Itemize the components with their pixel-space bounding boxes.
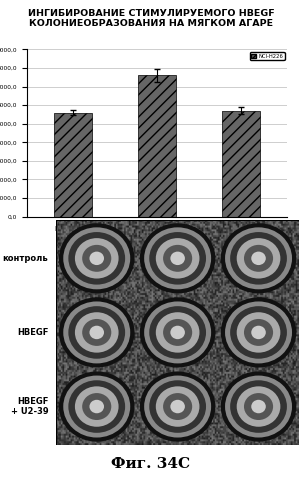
Ellipse shape <box>230 306 287 359</box>
Ellipse shape <box>163 319 192 346</box>
Ellipse shape <box>68 306 125 359</box>
Ellipse shape <box>60 299 133 366</box>
Ellipse shape <box>141 373 214 440</box>
Ellipse shape <box>82 245 111 272</box>
Ellipse shape <box>251 326 266 339</box>
Ellipse shape <box>75 312 119 353</box>
Ellipse shape <box>244 319 273 346</box>
Ellipse shape <box>68 232 125 284</box>
Ellipse shape <box>82 319 111 346</box>
Ellipse shape <box>244 393 273 420</box>
Ellipse shape <box>89 251 104 265</box>
Ellipse shape <box>237 386 280 427</box>
Ellipse shape <box>144 376 211 438</box>
Ellipse shape <box>163 245 192 272</box>
Text: Фиг. 34С: Фиг. 34С <box>111 458 191 472</box>
Ellipse shape <box>60 373 133 440</box>
Ellipse shape <box>75 386 119 427</box>
Ellipse shape <box>170 326 185 339</box>
Ellipse shape <box>230 232 287 284</box>
Ellipse shape <box>68 380 125 433</box>
Ellipse shape <box>63 228 130 289</box>
Ellipse shape <box>156 238 200 278</box>
Ellipse shape <box>170 251 185 265</box>
Ellipse shape <box>222 225 295 292</box>
Ellipse shape <box>149 380 206 433</box>
Ellipse shape <box>163 393 192 420</box>
Ellipse shape <box>89 400 104 413</box>
Ellipse shape <box>225 228 292 289</box>
Ellipse shape <box>244 245 273 272</box>
Text: NCI-H226: NCI-H226 <box>125 49 177 59</box>
Ellipse shape <box>75 238 119 278</box>
Text: ИНГИБИРОВАНИЕ СТИМУЛИРУЕМОГО HBEGF
КОЛОНИЕОБРАЗОВАНИЯ НА МЯГКОМ АГАРЕ: ИНГИБИРОВАНИЕ СТИМУЛИРУЕМОГО HBEGF КОЛОН… <box>27 9 275 28</box>
Ellipse shape <box>141 225 214 292</box>
Ellipse shape <box>222 373 295 440</box>
Ellipse shape <box>144 228 211 289</box>
Ellipse shape <box>170 400 185 413</box>
Ellipse shape <box>149 232 206 284</box>
Ellipse shape <box>63 376 130 438</box>
Ellipse shape <box>225 376 292 438</box>
Ellipse shape <box>156 386 200 427</box>
Ellipse shape <box>82 393 111 420</box>
Ellipse shape <box>89 326 104 339</box>
Ellipse shape <box>60 225 133 292</box>
Ellipse shape <box>251 251 266 265</box>
Ellipse shape <box>230 380 287 433</box>
Ellipse shape <box>222 299 295 366</box>
Ellipse shape <box>237 238 280 278</box>
Text: HBEGF
+ U2-39: HBEGF + U2-39 <box>11 397 48 416</box>
Ellipse shape <box>144 301 211 363</box>
Text: HBEGF: HBEGF <box>17 328 48 337</box>
Ellipse shape <box>141 299 214 366</box>
Ellipse shape <box>251 400 266 413</box>
Ellipse shape <box>63 301 130 363</box>
Ellipse shape <box>237 312 280 353</box>
Ellipse shape <box>156 312 200 353</box>
Text: контроль: контроль <box>2 254 48 263</box>
Ellipse shape <box>149 306 206 359</box>
Ellipse shape <box>225 301 292 363</box>
